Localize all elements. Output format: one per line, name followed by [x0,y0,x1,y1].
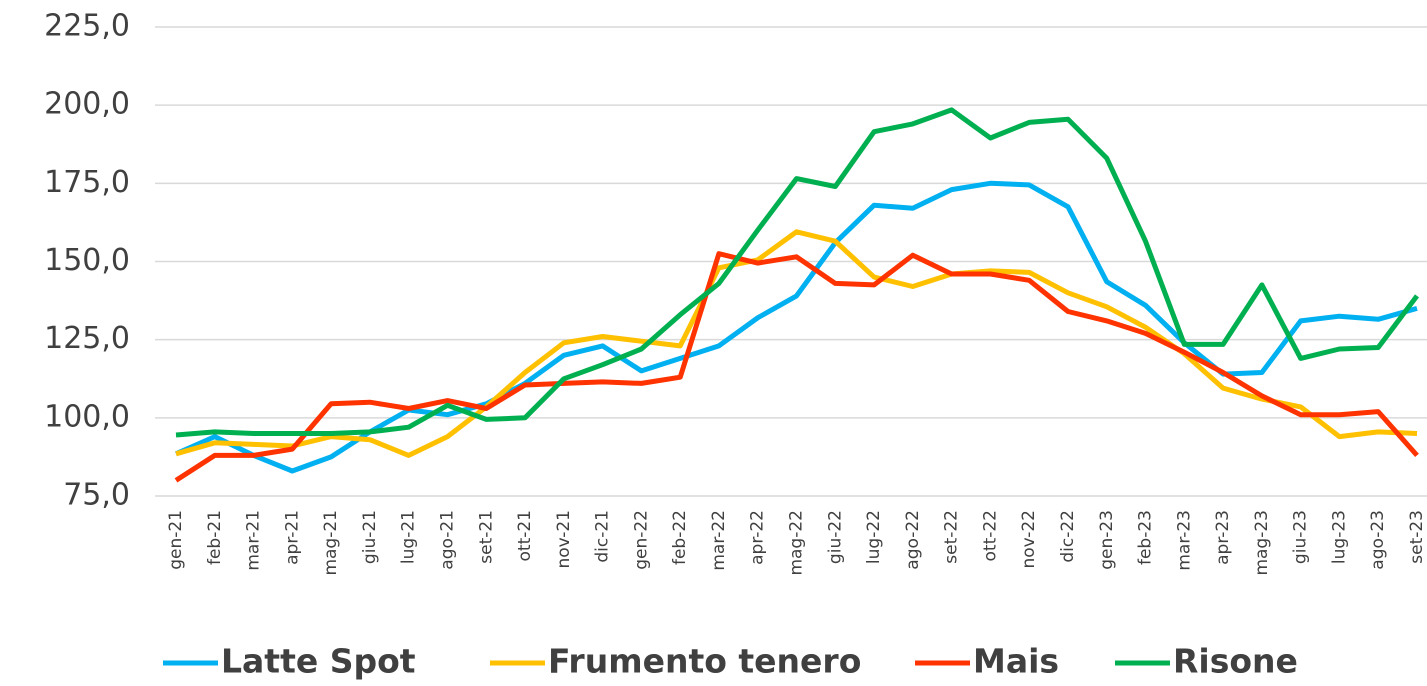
x-tick-label: mag-21 [321,510,341,576]
x-tick-label: nov-22 [1019,510,1039,569]
x-tick-label: lug-22 [864,510,884,564]
x-tick-label: set-21 [476,510,496,564]
series-line [175,229,1418,458]
y-tick-label: 200,0 [44,87,130,122]
x-tick-label: apr-21 [282,510,302,565]
x-tick-label: feb-22 [670,510,690,565]
legend-label: Latte Spot [221,642,416,681]
x-tick-label: ott-22 [980,510,1000,562]
x-tick-label: nov-21 [554,510,574,569]
x-tick-label: ago-23 [1368,510,1388,570]
y-tick-label: 75,0 [63,478,130,513]
x-tick-label: ott-21 [515,510,535,562]
x-tick-label: lug-23 [1329,510,1349,564]
x-tick-label: mar-21 [244,510,264,571]
x-tick-label: ago-21 [437,510,457,570]
y-tick-label: 150,0 [44,243,130,278]
x-tick-label: apr-22 [748,510,768,565]
x-tick-label: gen-21 [166,510,186,570]
x-tick-label: mag-22 [787,510,807,576]
series-line [175,107,1419,438]
x-tick-label: feb-23 [1136,510,1156,565]
x-tick-label: giu-22 [825,510,845,564]
y-tick-label: 225,0 [44,9,130,44]
x-tick-label: mar-23 [1174,510,1194,571]
x-tick-label: dic-22 [1058,510,1078,563]
x-tick-label: dic-21 [593,510,613,563]
series-line [174,251,1419,483]
x-tick-label: giu-21 [360,510,380,564]
y-tick-label: 175,0 [44,165,130,200]
x-tick-label: set-22 [942,510,962,564]
legend-label: Risone [1173,642,1298,681]
x-tick-label: gen-22 [631,510,651,570]
x-tick-label: gen-23 [1097,510,1117,570]
legend-label: Frumento tenero [548,642,861,681]
x-tick-label: giu-23 [1291,510,1311,564]
x-tick-label: lug-21 [399,510,419,564]
x-tick-label: mag-23 [1252,510,1272,576]
y-tick-label: 100,0 [44,399,130,434]
x-tick-label: feb-21 [205,510,225,565]
legend-label: Mais [973,642,1059,681]
x-tick-label: ago-22 [903,510,923,570]
x-tick-label: apr-23 [1213,510,1233,565]
y-tick-label: 125,0 [44,321,130,356]
x-tick-label: set-23 [1407,510,1427,564]
series-line [174,180,1418,474]
x-tick-label: mar-22 [709,510,729,571]
